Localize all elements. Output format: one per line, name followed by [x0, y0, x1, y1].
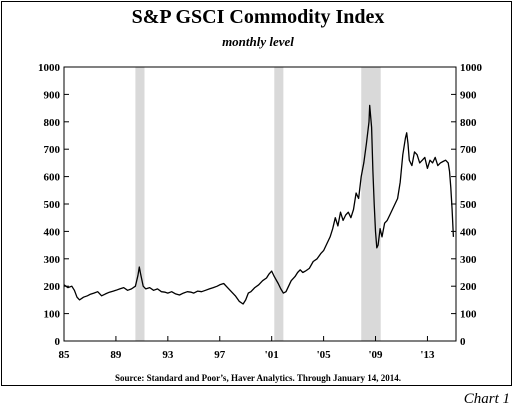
y-tick-label-left: 100 — [44, 309, 61, 321]
series-line — [63, 104, 455, 305]
y-tick-label-left: 200 — [44, 281, 61, 293]
y-tick-label-left: 900 — [44, 89, 61, 101]
y-tick-label-right: 600 — [460, 172, 477, 184]
y-tick-label-right: 800 — [460, 117, 477, 129]
chart-source: Source: Standard and Poor’s, Haver Analy… — [115, 373, 401, 383]
y-tick-label-left: 0 — [55, 336, 61, 348]
x-tick-label: '01 — [265, 349, 279, 361]
y-tick-label-right: 400 — [460, 226, 477, 238]
y-tick-label-left: 800 — [44, 117, 61, 129]
x-tick-label: 97 — [214, 349, 226, 361]
y-tick-label-right: 500 — [460, 199, 477, 211]
x-tick-label: '13 — [420, 349, 435, 361]
x-tick-label: 85 — [59, 349, 71, 361]
y-tick-label-right: 100 — [460, 309, 477, 321]
y-tick-label-left: 300 — [44, 254, 61, 266]
recession-band — [135, 67, 145, 341]
y-tick-label-left: 600 — [44, 172, 61, 184]
y-tick-label-right: 900 — [460, 89, 477, 101]
y-tick-label-right: 700 — [460, 144, 477, 156]
y-tick-label-right: 0 — [460, 336, 466, 348]
y-tick-label-left: 400 — [44, 226, 61, 238]
y-tick-label-left: 1000 — [38, 62, 61, 74]
y-tick-label-left: 500 — [44, 199, 61, 211]
x-tick-label: 93 — [162, 349, 174, 361]
recession-band — [274, 67, 284, 341]
chart-title: S&P GSCI Commodity Index — [131, 6, 385, 28]
chart-frame — [1, 1, 512, 386]
y-tick-label-right: 1000 — [460, 62, 483, 74]
y-tick-label-left: 700 — [44, 144, 61, 156]
x-tick-label: '05 — [317, 349, 332, 361]
x-tick-label: '09 — [368, 349, 383, 361]
figure-label: Chart 1 — [463, 391, 510, 407]
y-tick-label-right: 300 — [460, 254, 477, 266]
recession-band — [361, 67, 381, 341]
chart-subtitle: monthly level — [222, 34, 294, 49]
plot-area — [63, 66, 457, 342]
x-tick-label: 89 — [110, 349, 122, 361]
y-tick-label-right: 200 — [460, 281, 477, 293]
